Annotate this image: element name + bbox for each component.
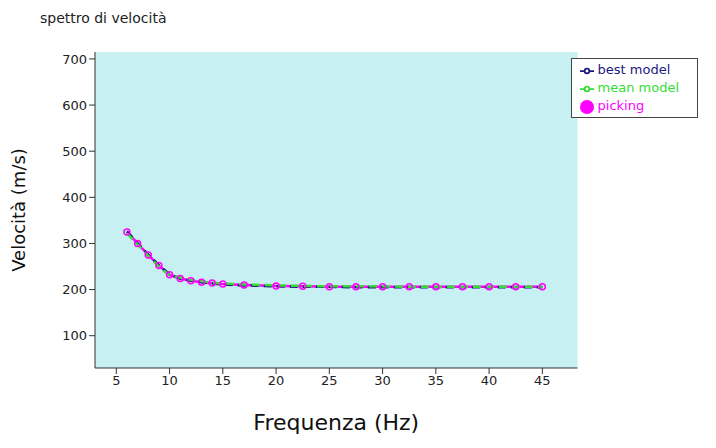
svg-text:400: 400 — [62, 190, 87, 205]
svg-text:Velocità (m/s): Velocità (m/s) — [8, 148, 29, 272]
svg-text:30: 30 — [374, 373, 391, 388]
svg-text:10: 10 — [161, 373, 178, 388]
svg-text:20: 20 — [268, 373, 285, 388]
svg-text:700: 700 — [62, 52, 87, 67]
svg-text:100: 100 — [62, 328, 87, 343]
html-text:best model: best model — [597, 62, 671, 77]
html-text:picking: picking — [597, 98, 645, 113]
html-text:mean model: mean model — [597, 80, 679, 95]
svg-text:500: 500 — [62, 144, 87, 159]
svg-text:40: 40 — [481, 373, 498, 388]
svg-text:200: 200 — [62, 282, 87, 297]
svg-text:Frequenza (Hz): Frequenza (Hz) — [253, 410, 419, 435]
svg-text:35: 35 — [428, 373, 445, 388]
svg-text:45: 45 — [534, 373, 551, 388]
svg-text:25: 25 — [321, 373, 338, 388]
svg-text:15: 15 — [215, 373, 232, 388]
svg-text:600: 600 — [62, 98, 87, 113]
svg-text:300: 300 — [62, 236, 87, 251]
html-text:spettro di velocità: spettro di velocità — [40, 10, 167, 26]
svg-text:5: 5 — [112, 373, 120, 388]
